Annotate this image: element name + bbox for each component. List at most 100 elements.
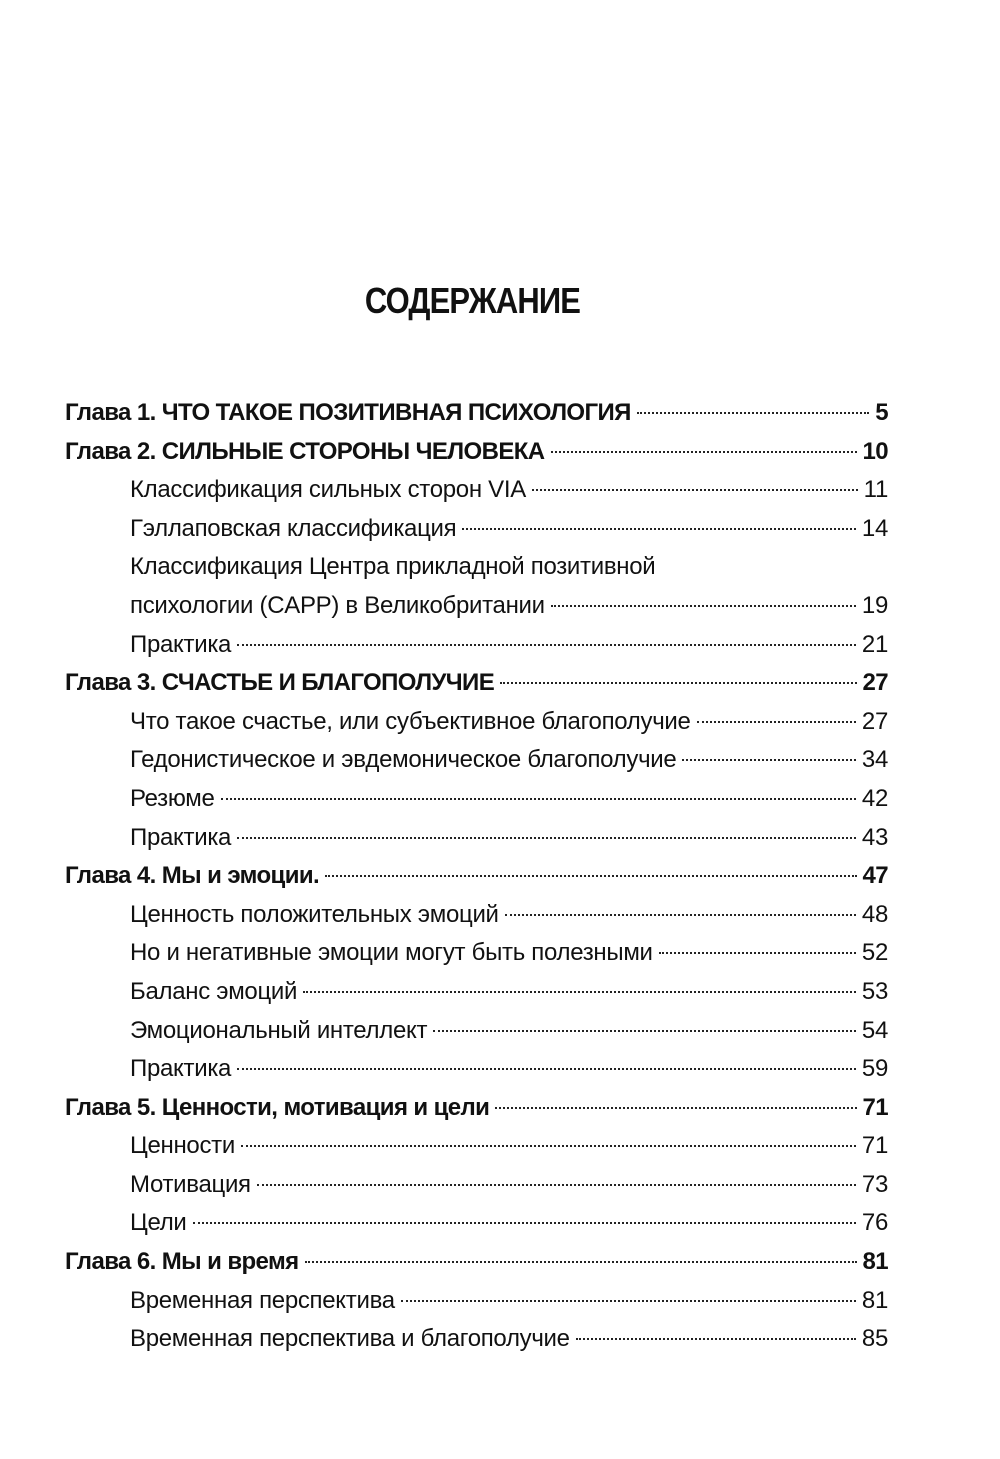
dot-leader bbox=[462, 527, 856, 530]
dot-leader bbox=[192, 1222, 856, 1225]
entry-title: Глава 4. Мы и эмоции. bbox=[65, 862, 320, 890]
dot-leader bbox=[495, 1106, 857, 1109]
page-number: 5 bbox=[875, 399, 888, 426]
dot-leader bbox=[636, 412, 870, 414]
page-number: 73 bbox=[861, 1170, 888, 1198]
toc-section-entry: Гэллаповская классификация 14 bbox=[0, 510, 1000, 549]
page-number: 54 bbox=[861, 1016, 888, 1044]
toc-section-entry: Ценность положительных эмоций 48 bbox=[0, 896, 1000, 935]
page-number: 71 bbox=[862, 1093, 889, 1121]
toc-section-entry: Баланс эмоций 53 bbox=[0, 973, 1000, 1012]
entry-title: Глава 2. СИЛЬНЫЕ СТОРОНЫ ЧЕЛОВЕКА bbox=[65, 437, 545, 465]
entry-title: Ценности bbox=[130, 1132, 235, 1160]
toc-section-entry: Мотивация 73 bbox=[0, 1166, 1000, 1205]
entry-title: Эмоциональный интеллект bbox=[130, 1016, 428, 1044]
dot-leader bbox=[550, 604, 856, 607]
toc-section-entry: Практика 21 bbox=[0, 626, 1000, 665]
page-number: 11 bbox=[863, 476, 889, 504]
toc-section-entry: Но и негативные эмоции могут быть полезн… bbox=[0, 934, 1000, 973]
toc-section-entry: Классификация сильных сторон VIA 11 bbox=[0, 471, 1000, 510]
dot-leader bbox=[696, 720, 856, 723]
dot-leader bbox=[433, 1029, 856, 1032]
page-number: 85 bbox=[861, 1325, 888, 1353]
page-number: 47 bbox=[862, 862, 889, 890]
dot-leader bbox=[500, 682, 857, 685]
entry-title: Мотивация bbox=[130, 1170, 251, 1198]
page-number: 19 bbox=[861, 591, 888, 619]
page-number: 48 bbox=[861, 900, 888, 928]
toc-section-entry: Ценности 71 bbox=[0, 1127, 1000, 1166]
toc-section-entry: Резюме 42 bbox=[0, 780, 1000, 819]
page-number: 76 bbox=[861, 1209, 888, 1237]
page-number: 53 bbox=[861, 977, 888, 1005]
toc-chapter-entry: Глава 2. СИЛЬНЫЕ СТОРОНЫ ЧЕЛОВЕКА 10 bbox=[0, 433, 1000, 472]
dot-leader bbox=[658, 952, 856, 955]
dot-leader bbox=[682, 759, 856, 762]
dot-leader bbox=[575, 1338, 856, 1341]
entry-title: Практика bbox=[130, 1055, 232, 1083]
entry-title: Классификация сильных сторон VIA bbox=[130, 476, 526, 504]
dot-leader bbox=[400, 1299, 856, 1302]
entry-title: Практика bbox=[130, 630, 232, 658]
page-number: 71 bbox=[861, 1132, 888, 1160]
table-of-contents: Глава 1. ЧТО ТАКОЕ ПОЗИТИВНАЯ ПСИХОЛОГИЯ… bbox=[0, 394, 1000, 1359]
entry-title: Глава 3. СЧАСТЬЕ И БЛАГОПОЛУЧИЕ bbox=[65, 669, 495, 697]
toc-section-entry: Временная перспектива 81 bbox=[0, 1282, 1000, 1321]
page-number: 27 bbox=[862, 669, 889, 697]
page-number: 52 bbox=[861, 939, 888, 967]
page-number: 81 bbox=[861, 1286, 888, 1314]
page-number: 42 bbox=[861, 784, 888, 812]
entry-title: Баланс эмоций bbox=[130, 977, 298, 1005]
page-number: 14 bbox=[861, 514, 888, 542]
toc-section-entry: Практика 59 bbox=[0, 1050, 1000, 1089]
page-number: 81 bbox=[862, 1248, 889, 1276]
toc-section-entry: Что такое счастье, или субъективное благ… bbox=[0, 703, 1000, 742]
dot-leader bbox=[220, 797, 856, 800]
page-title: СОДЕРЖАНИЕ bbox=[364, 280, 581, 321]
page-number: 43 bbox=[861, 823, 888, 851]
dot-leader bbox=[303, 990, 856, 993]
dot-leader bbox=[240, 1145, 856, 1148]
entry-title: Глава 6. Мы и время bbox=[65, 1248, 299, 1276]
dot-leader bbox=[531, 489, 858, 492]
toc-chapter-entry: Глава 5. Ценности, мотивация и цели 71 bbox=[0, 1089, 1000, 1128]
page-number: 21 bbox=[861, 630, 888, 658]
dot-leader bbox=[304, 1261, 857, 1264]
page-number: 34 bbox=[861, 746, 888, 774]
entry-title: Что такое счастье, или субъективное благ… bbox=[130, 707, 691, 735]
toc-chapter-entry: Глава 6. Мы и время 81 bbox=[0, 1243, 1000, 1282]
entry-title: Глава 1. ЧТО ТАКОЕ ПОЗИТИВНАЯ ПСИХОЛОГИЯ bbox=[65, 399, 631, 426]
entry-title: Временная перспектива bbox=[130, 1286, 395, 1314]
dot-leader bbox=[237, 1068, 856, 1071]
page-number: 59 bbox=[861, 1055, 888, 1083]
toc-chapter-entry: Глава 4. Мы и эмоции. 47 bbox=[0, 857, 1000, 896]
dot-leader bbox=[325, 875, 857, 878]
entry-title: Практика bbox=[130, 823, 232, 851]
entry-title: Гедонистическое и эвдемоническое благопо… bbox=[130, 746, 677, 774]
dot-leader bbox=[256, 1183, 856, 1186]
entry-title: Классификация Центра прикладной позитивн… bbox=[130, 553, 656, 581]
page-number: 10 bbox=[862, 437, 889, 465]
entry-title: Резюме bbox=[130, 784, 215, 812]
toc-section-entry: психологии (CAPP) в Великобритании 19 bbox=[0, 587, 1000, 626]
entry-title: Цели bbox=[130, 1209, 187, 1237]
toc-chapter-entry: Глава 1. ЧТО ТАКОЕ ПОЗИТИВНАЯ ПСИХОЛОГИЯ… bbox=[0, 394, 1000, 433]
dot-leader bbox=[550, 450, 857, 453]
toc-section-entry: Эмоциональный интеллект 54 bbox=[0, 1012, 1000, 1051]
page-number: 27 bbox=[861, 707, 888, 735]
entry-title: Но и негативные эмоции могут быть полезн… bbox=[130, 939, 653, 967]
dot-leader bbox=[237, 643, 856, 646]
toc-section-entry: Гедонистическое и эвдемоническое благопо… bbox=[0, 741, 1000, 780]
toc-section-entry: Практика 43 bbox=[0, 819, 1000, 858]
entry-title: психологии (CAPP) в Великобритании bbox=[130, 591, 545, 619]
entry-title: Гэллаповская классификация bbox=[130, 514, 457, 542]
entry-title: Ценность положительных эмоций bbox=[130, 900, 499, 928]
toc-chapter-entry: Глава 3. СЧАСТЬЕ И БЛАГОПОЛУЧИЕ 27 bbox=[0, 664, 1000, 703]
dot-leader bbox=[504, 913, 856, 916]
dot-leader bbox=[237, 836, 856, 839]
entry-title: Глава 5. Ценности, мотивация и цели bbox=[65, 1093, 490, 1121]
toc-section-entry: Цели 76 bbox=[0, 1204, 1000, 1243]
entry-title: Временная перспектива и благополучие bbox=[130, 1325, 570, 1353]
toc-section-entry: Классификация Центра прикладной позитивн… bbox=[0, 548, 1000, 587]
toc-section-entry: Временная перспектива и благополучие 85 bbox=[0, 1320, 1000, 1359]
